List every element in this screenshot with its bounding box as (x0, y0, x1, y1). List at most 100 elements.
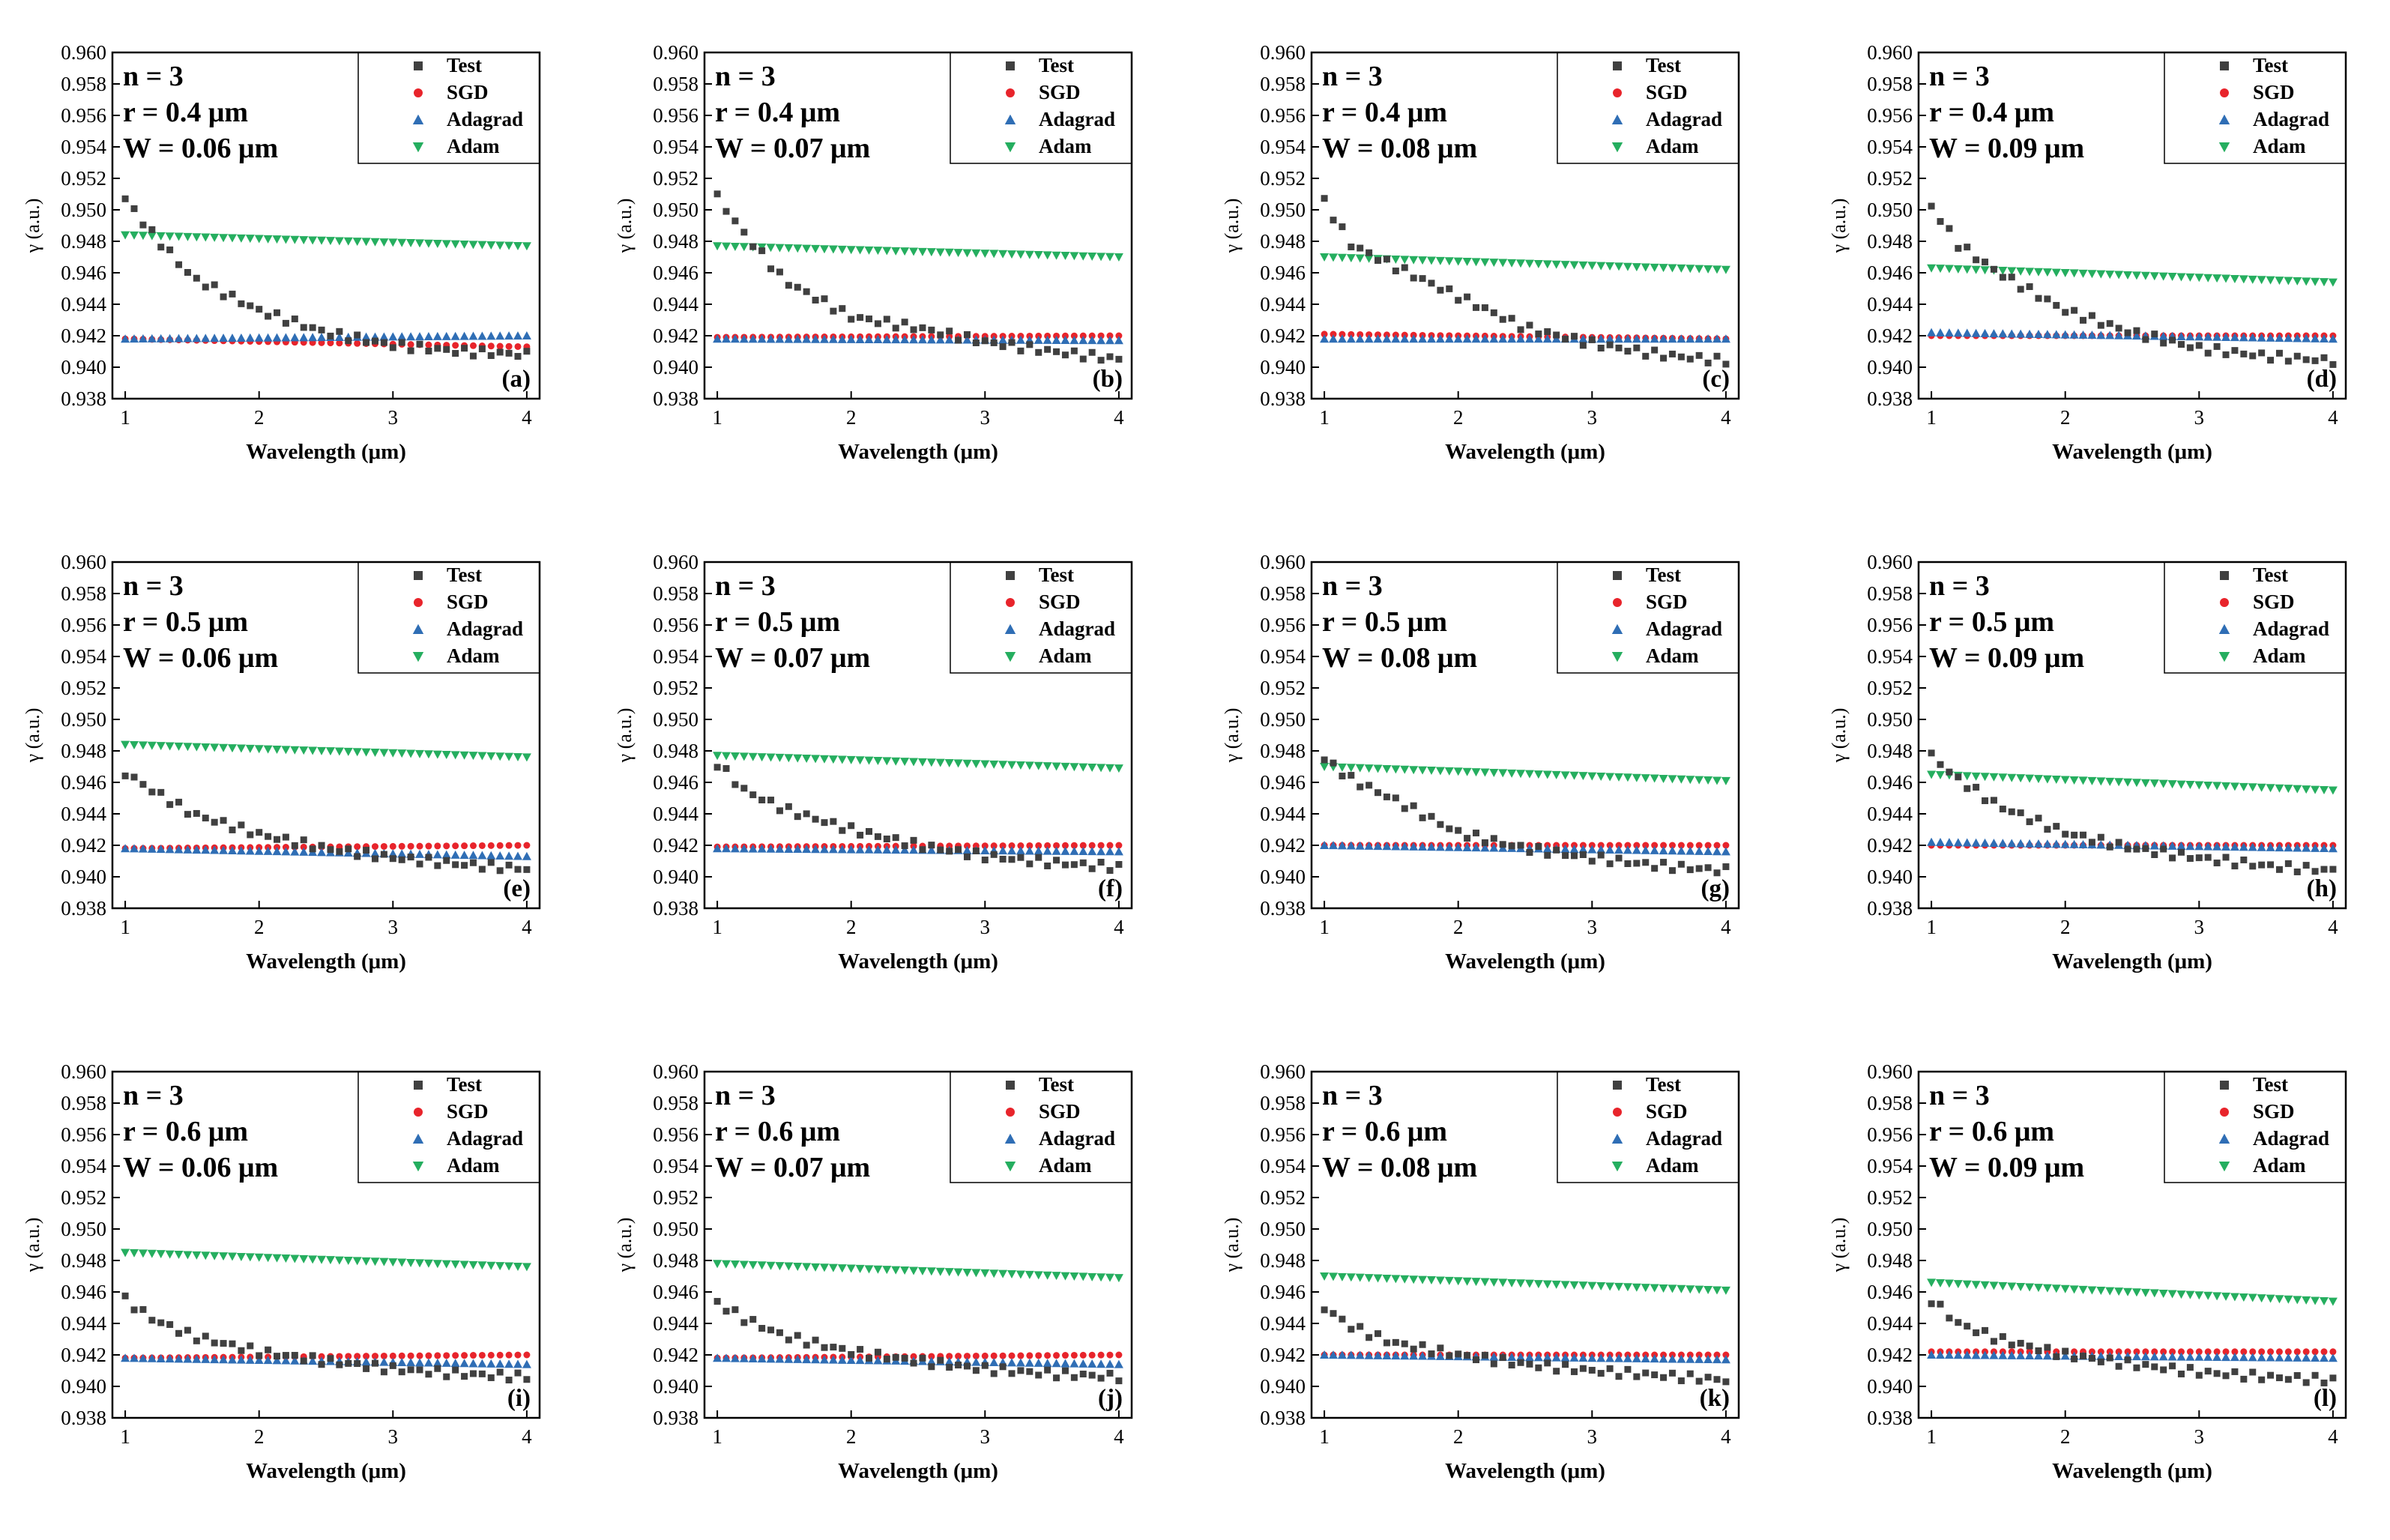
sgd-point (371, 843, 378, 851)
chart-svg: 0.9380.9400.9420.9440.9460.9480.9500.952… (22, 551, 541, 973)
sgd-point (300, 843, 307, 851)
sgd-point (963, 1353, 971, 1360)
sgd-point (981, 842, 989, 850)
adagrad-point (227, 333, 237, 342)
test-point (389, 1362, 396, 1369)
test-point (416, 1366, 423, 1374)
y-tick-label: 0.956 (61, 614, 106, 636)
adagrad-point (415, 1358, 425, 1367)
test-point (2017, 286, 2024, 293)
adagrad-point (227, 846, 237, 854)
y-tick-label: 0.950 (653, 1218, 698, 1240)
adagrad-point (406, 1358, 416, 1367)
test-point (1946, 1314, 1953, 1322)
adagrad-point (1578, 334, 1588, 343)
sgd-point (389, 1352, 396, 1359)
test-point (2133, 845, 2140, 853)
adam-point (713, 242, 722, 251)
legend-label: Adagrad (2253, 617, 2329, 640)
adam-point (873, 247, 883, 256)
adagrad-point (210, 845, 220, 854)
test-point (345, 1359, 352, 1367)
legend-marker (412, 1162, 424, 1172)
adam-point (811, 755, 821, 764)
adagrad-point (513, 331, 522, 340)
param-text: r = 0.6 μm (715, 1116, 840, 1147)
adagrad-point (1944, 838, 1954, 847)
adagrad-point (1033, 1358, 1043, 1367)
legend-label: Test (1646, 564, 1681, 586)
sgd-point (2177, 1348, 2185, 1356)
adam-point (379, 238, 389, 247)
adam-point (1569, 771, 1579, 780)
legend-label: SGD (1646, 591, 1688, 613)
adagrad-point (909, 335, 919, 344)
adam-point (971, 249, 981, 258)
test-point (1946, 768, 1953, 776)
adam-point (2167, 273, 2177, 282)
adam-point (1542, 1280, 1552, 1289)
panel-label: (c) (1702, 366, 1730, 393)
y-tick-label: 0.946 (1867, 262, 1913, 284)
param-text: W = 0.07 μm (715, 1152, 870, 1183)
test-point (1562, 336, 1569, 343)
adam-point (201, 1251, 211, 1260)
y-tick-label: 0.938 (1867, 897, 1913, 920)
test-point (1526, 1360, 1533, 1368)
adam-point (1042, 1271, 1052, 1280)
adagrad-point (423, 332, 433, 341)
adagrad-point (962, 335, 972, 344)
legend-marker (1004, 1162, 1016, 1172)
adam-point (1453, 1277, 1463, 1286)
sgd-point (354, 339, 361, 347)
legend-box (357, 1072, 540, 1183)
sgd-point (2186, 1348, 2194, 1356)
test-point (452, 1366, 459, 1374)
adam-point (370, 1257, 380, 1266)
adagrad-point (1016, 1358, 1025, 1367)
param-text: r = 0.6 μm (1929, 1116, 2054, 1147)
chart-panel: 0.938 0.940 0.942 0.944 0.946 0.948 0.950 0.952… (592, 540, 1177, 1027)
test-point (2008, 274, 2015, 281)
adagrad-point (2025, 839, 2035, 848)
sgd-point (1330, 330, 1337, 338)
y-tick-label: 0.940 (61, 1375, 106, 1398)
adagrad-point (1704, 334, 1713, 343)
test-point (407, 854, 414, 861)
adagrad-point (2016, 329, 2026, 338)
adam-point (1435, 256, 1445, 265)
adagrad-point (1498, 334, 1508, 343)
adam-point (174, 232, 184, 241)
test-point (2231, 1368, 2239, 1375)
adagrad-point (441, 331, 451, 340)
y-tick-label: 0.952 (61, 1186, 106, 1209)
test-point (345, 845, 352, 853)
test-point (946, 327, 953, 335)
test-point (238, 300, 245, 307)
test-point (157, 244, 165, 251)
test-point (505, 349, 513, 357)
y-tick-label: 0.958 (1867, 582, 1913, 605)
sgd-point (1686, 842, 1694, 849)
adam-point (450, 1260, 460, 1269)
test-point (2124, 845, 2131, 853)
y-tick-label: 0.938 (653, 387, 698, 410)
adam-point (1105, 253, 1114, 262)
adam-point (1060, 252, 1070, 261)
adam-point (406, 749, 416, 758)
adam-point (2007, 773, 2017, 782)
param-text: n = 3 (123, 570, 184, 602)
adagrad-point (183, 1354, 193, 1363)
adagrad-point (1060, 336, 1070, 345)
test-point (946, 848, 953, 855)
adam-point (739, 243, 749, 252)
adam-point (317, 1255, 327, 1264)
test-point (434, 345, 441, 352)
adagrad-point (1686, 334, 1695, 343)
adam-point (2078, 1285, 2088, 1294)
test-point (2186, 1364, 2194, 1371)
sgd-point (2222, 1348, 2230, 1356)
adagrad-point (1024, 1358, 1034, 1367)
test-point (1115, 861, 1123, 869)
adam-point (1462, 767, 1472, 776)
